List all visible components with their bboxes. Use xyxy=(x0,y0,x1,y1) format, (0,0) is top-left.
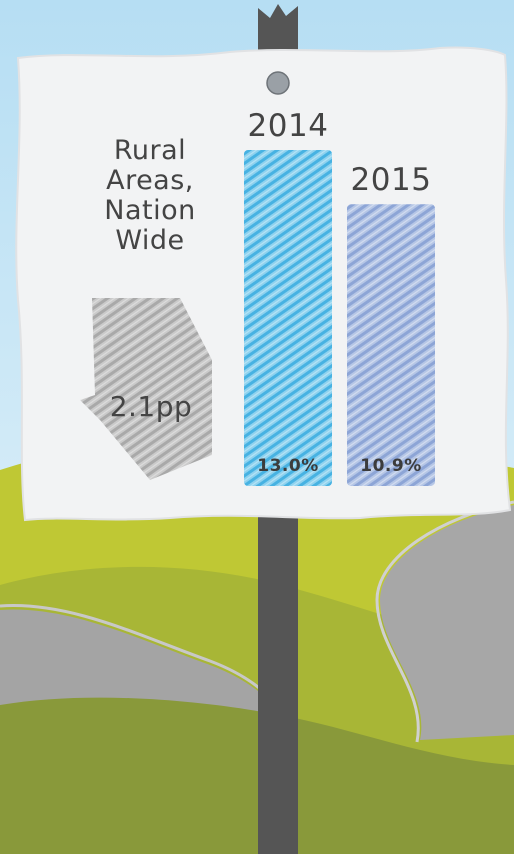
hill-front xyxy=(0,697,514,854)
down-arrow-icon xyxy=(80,298,212,480)
region-label: Rural Areas, Nation Wide xyxy=(70,136,230,256)
year-label-2015: 2015 xyxy=(350,162,432,199)
road-right xyxy=(380,505,514,740)
region-label-line: Nation xyxy=(104,195,196,226)
change-label: 2.1pp xyxy=(109,390,193,423)
region-label-line: Wide xyxy=(115,225,185,256)
year-label-2014: 2014 xyxy=(247,108,329,144)
value-label-2014: 13.0% xyxy=(257,456,319,476)
region-label-line: Rural xyxy=(113,135,187,166)
pin xyxy=(266,71,290,95)
region-label-line: Areas, xyxy=(106,165,194,196)
bar-2015 xyxy=(347,204,435,486)
bar-2014 xyxy=(244,150,332,486)
pole-top xyxy=(258,4,298,20)
value-label-2015: 10.9% xyxy=(360,456,422,476)
